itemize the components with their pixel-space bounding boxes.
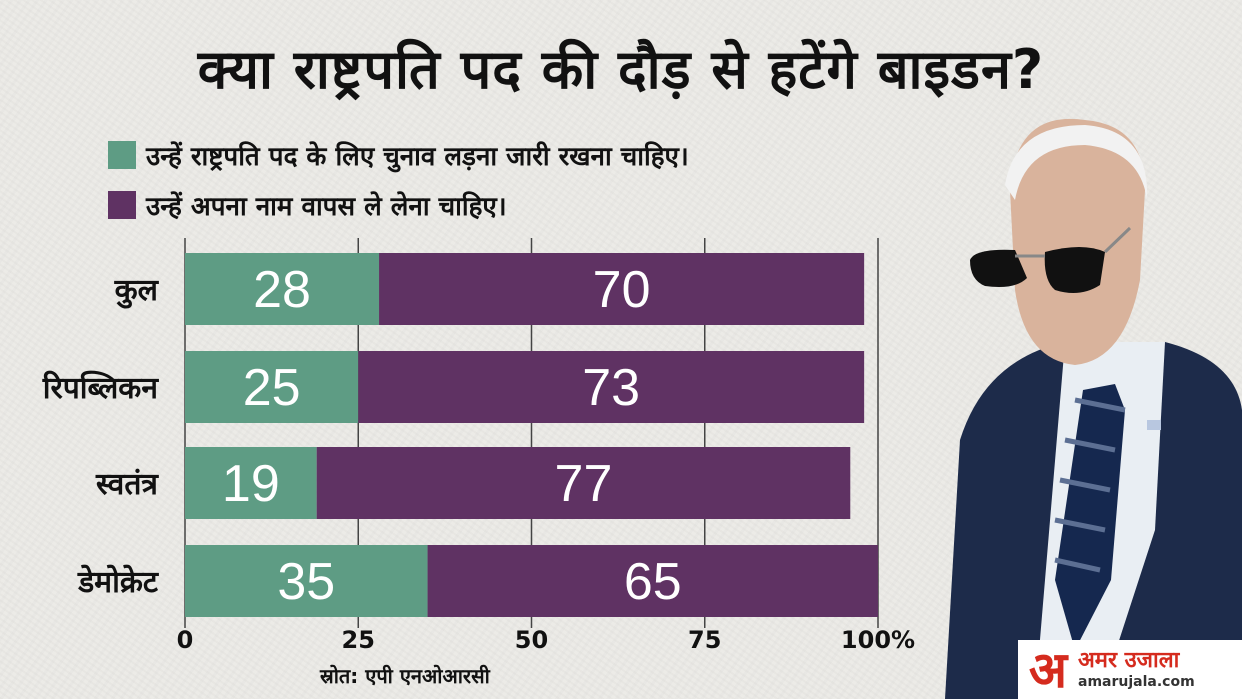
bar-2-series-0 (185, 447, 317, 519)
data-label-1-series-1: 73 (582, 359, 640, 417)
category-label-3: डेमोक्रेट (77, 564, 160, 600)
amar-ujala-logo: अ अमर उजाला amarujala.com (1018, 640, 1242, 699)
bar-0-series-1 (379, 253, 865, 325)
bar-1-series-1 (358, 351, 865, 423)
bar-3-series-0 (185, 545, 428, 617)
x-tick-label-1: 25 (342, 626, 375, 654)
x-tick-label-3: 75 (688, 626, 721, 654)
legend-swatch-withdraw (108, 191, 136, 219)
legend-label-continue: उन्हें राष्ट्रपति पद के लिए चुनाव लड़ना … (146, 142, 689, 172)
logo-mark: अ (1028, 640, 1068, 699)
legend-label-withdraw: उन्हें अपना नाम वापस ले लेना चाहिए। (146, 192, 507, 222)
data-label-0-series-1: 70 (593, 261, 651, 319)
chart-title: क्या राष्ट्रपति पद की दौड़ से हटेंगे बाइ… (197, 38, 1045, 101)
category-label-1: रिपब्लिकन (42, 370, 160, 406)
data-label-0-series-0: 28 (253, 261, 311, 319)
data-label-3-series-0: 35 (277, 553, 335, 611)
bar-1-series-0 (185, 351, 359, 423)
logo-name: अमर उजाला (1078, 648, 1180, 674)
bar-0-series-0 (185, 253, 380, 325)
legend-swatch-continue (108, 141, 136, 169)
x-tick-label-0: 0 (177, 626, 194, 654)
legend-item-continue: उन्हें राष्ट्रपति पद के लिए चुनाव लड़ना … (108, 140, 689, 172)
logo-url: amarujala.com (1078, 673, 1195, 690)
legend-item-withdraw: उन्हें अपना नाम वापस ले लेना चाहिए। (108, 190, 689, 222)
logo-text: अमर उजाला amarujala.com (1078, 648, 1195, 690)
data-label-3-series-1: 65 (624, 553, 682, 611)
category-label-2: स्वतंत्र (95, 467, 159, 502)
x-tick-label-4: 100% (841, 626, 915, 654)
data-label-2-series-1: 77 (555, 455, 613, 513)
data-label-2-series-0: 19 (222, 455, 280, 513)
category-label-0: कुल (114, 273, 160, 309)
data-label-1-series-0: 25 (243, 359, 301, 417)
source-note: स्रोत: एपी एनओआरसी (320, 664, 490, 688)
bar-2-series-1 (316, 447, 851, 519)
bar-3-series-1 (427, 545, 878, 617)
x-tick-label-2: 50 (515, 626, 548, 654)
chart-legend: उन्हें राष्ट्रपति पद के लिए चुनाव लड़ना … (108, 140, 689, 240)
person-photo-illustration (945, 118, 1242, 699)
